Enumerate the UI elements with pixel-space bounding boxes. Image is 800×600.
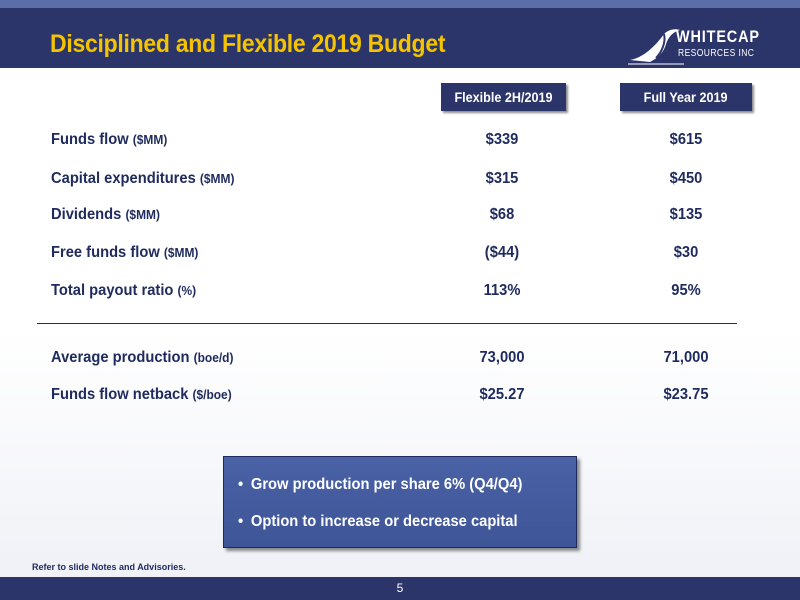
column-header-flexible: Flexible 2H/2019 <box>441 83 566 111</box>
table-row: Funds flow ($MM) $339 $615 <box>0 129 800 153</box>
row-label: Total payout ratio (%) <box>51 282 197 299</box>
full-year-value: $450 <box>669 170 703 187</box>
flexible-value: $339 <box>485 131 519 148</box>
top-accent-strip <box>0 0 800 8</box>
row-label: Capital expenditures ($MM) <box>51 170 235 187</box>
flexible-value: 73,000 <box>479 349 525 366</box>
full-year-value: 71,000 <box>663 349 709 366</box>
highlights-callout: • Grow production per share 6% (Q4/Q4) • O… <box>223 456 577 548</box>
logo-name: WHITECAP <box>676 27 760 46</box>
table-row: Free funds flow ($MM) ($44) $30 <box>0 242 800 266</box>
flexible-value: ($44) <box>484 244 520 261</box>
flexible-value: $315 <box>485 170 519 187</box>
company-logo: WHITECAP RESOURCES INC <box>628 24 788 68</box>
full-year-value: $30 <box>673 244 699 261</box>
slide-header: Disciplined and Flexible 2019 Budget WHI… <box>0 8 800 68</box>
page-number: 5 <box>396 581 404 595</box>
full-year-value: $23.75 <box>663 386 709 403</box>
footnote: Refer to slide Notes and Advisories. <box>32 562 186 572</box>
row-label: Free funds flow ($MM) <box>51 244 199 261</box>
table-row: Dividends ($MM) $68 $135 <box>0 204 800 228</box>
table-row: Average production (boe/d) 73,000 71,000 <box>0 347 800 371</box>
full-year-value: $135 <box>669 206 703 223</box>
slide-title: Disciplined and Flexible 2019 Budget <box>50 30 446 58</box>
row-label: Funds flow netback ($/boe) <box>51 386 232 403</box>
row-label: Average production (boe/d) <box>51 349 234 366</box>
column-header-full-year: Full Year 2019 <box>620 83 752 111</box>
slide-footer: 5 <box>0 577 800 600</box>
callout-bullet: • Option to increase or decrease capital <box>238 513 518 530</box>
row-label: Funds flow ($MM) <box>51 131 168 148</box>
wave-logo-icon <box>628 29 684 65</box>
row-label: Dividends ($MM) <box>51 206 160 223</box>
table-row: Capital expenditures ($MM) $315 $450 <box>0 168 800 192</box>
flexible-value: $68 <box>489 206 515 223</box>
full-year-value: $615 <box>669 131 703 148</box>
table-row: Total payout ratio (%) 113% 95% <box>0 280 800 304</box>
callout-bullet: • Grow production per share 6% (Q4/Q4) <box>238 476 523 493</box>
flexible-value: 113% <box>483 282 521 299</box>
logo-subtitle: RESOURCES INC <box>678 48 755 59</box>
full-year-value: 95% <box>671 282 701 299</box>
table-divider <box>37 323 737 324</box>
flexible-value: $25.27 <box>479 386 525 403</box>
table-row: Funds flow netback ($/boe) $25.27 $23.75 <box>0 384 800 408</box>
